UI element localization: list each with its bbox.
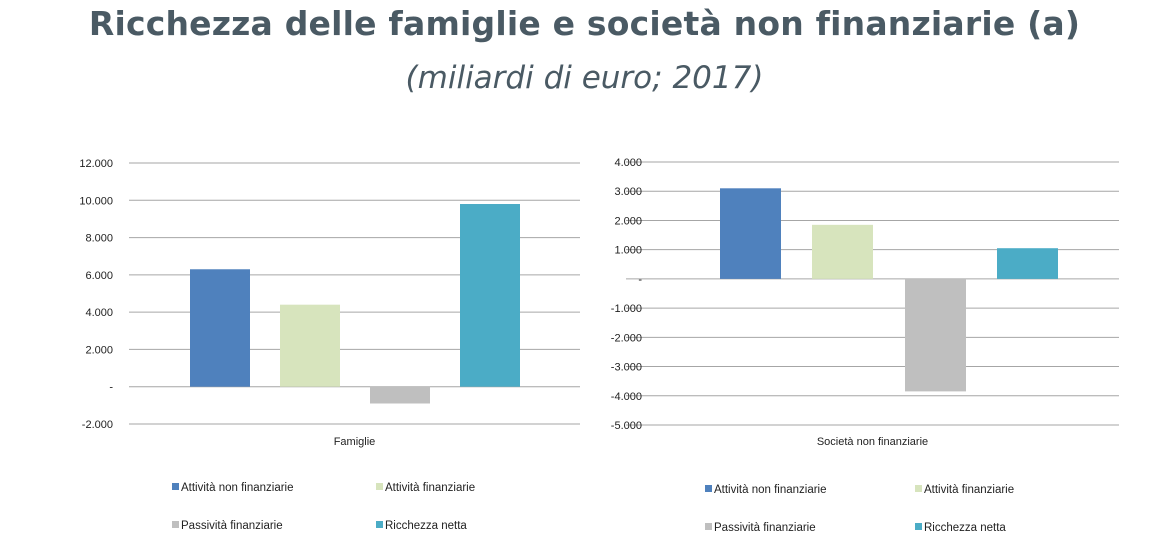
legend-label-2-2: Attività finanziarie <box>924 484 1014 496</box>
legend-swatch-1-3 <box>172 521 179 528</box>
y-tick-label-2-2: -3.000 <box>611 362 642 374</box>
y-tick-label-2-9: 4.000 <box>614 157 642 169</box>
y-tick-label-2-1: -4.000 <box>611 391 642 403</box>
legend-swatch-2-4 <box>915 523 922 530</box>
bar-2-2 <box>812 224 873 279</box>
legend-label-2-1: Attività non finanziarie <box>714 484 827 496</box>
legend-label-2-3: Passività finanziarie <box>714 522 816 534</box>
legend-swatch-2-3 <box>705 523 712 530</box>
y-tick-label-1-1: - <box>109 382 113 394</box>
y-tick-label-2-5: - <box>638 274 642 286</box>
y-tick-label-2-7: 2.000 <box>614 215 642 227</box>
bar-1-4 <box>460 204 520 387</box>
category-label-2: Società non finanziarie <box>817 436 928 448</box>
y-tick-label-2-8: 3.000 <box>614 186 642 198</box>
y-tick-label-1-6: 10.000 <box>79 195 113 207</box>
y-tick-label-1-0: -2.000 <box>82 419 113 431</box>
y-tick-label-2-3: -2.000 <box>611 332 642 344</box>
legend-label-1-4: Ricchezza netta <box>385 520 467 532</box>
y-tick-label-1-3: 4.000 <box>85 307 113 319</box>
y-tick-label-1-4: 6.000 <box>85 270 113 282</box>
y-tick-label-2-4: -1.000 <box>611 303 642 315</box>
y-tick-label-1-7: 12.000 <box>79 158 113 170</box>
legend-label-2-4: Ricchezza netta <box>924 522 1006 534</box>
page-title: Ricchezza delle famiglie e società non f… <box>88 4 1081 43</box>
y-tick-label-1-2: 2.000 <box>85 344 113 356</box>
bar-1-2 <box>280 304 340 387</box>
legend-swatch-1-4 <box>376 521 383 528</box>
page-subtitle: (miliardi di euro; 2017) <box>405 60 764 96</box>
legend-swatch-2-2 <box>915 485 922 492</box>
bar-1-3 <box>370 386 430 404</box>
bar-2-1 <box>720 188 781 279</box>
legend-swatch-1-2 <box>376 483 383 490</box>
legend-label-1-3: Passività finanziarie <box>181 520 283 532</box>
y-tick-label-2-0: -5.000 <box>611 420 642 432</box>
y-tick-label-2-6: 1.000 <box>614 245 642 257</box>
bar-2-4 <box>997 248 1058 279</box>
legend-swatch-1-1 <box>172 483 179 490</box>
bar-1-1 <box>190 269 250 387</box>
y-tick-label-1-5: 8.000 <box>85 233 113 245</box>
legend-label-1-1: Attività non finanziarie <box>181 482 294 494</box>
category-label-1: Famiglie <box>334 436 376 448</box>
bar-2-3 <box>905 278 966 392</box>
legend-label-1-2: Attività finanziarie <box>385 482 475 494</box>
legend-swatch-2-1 <box>705 485 712 492</box>
